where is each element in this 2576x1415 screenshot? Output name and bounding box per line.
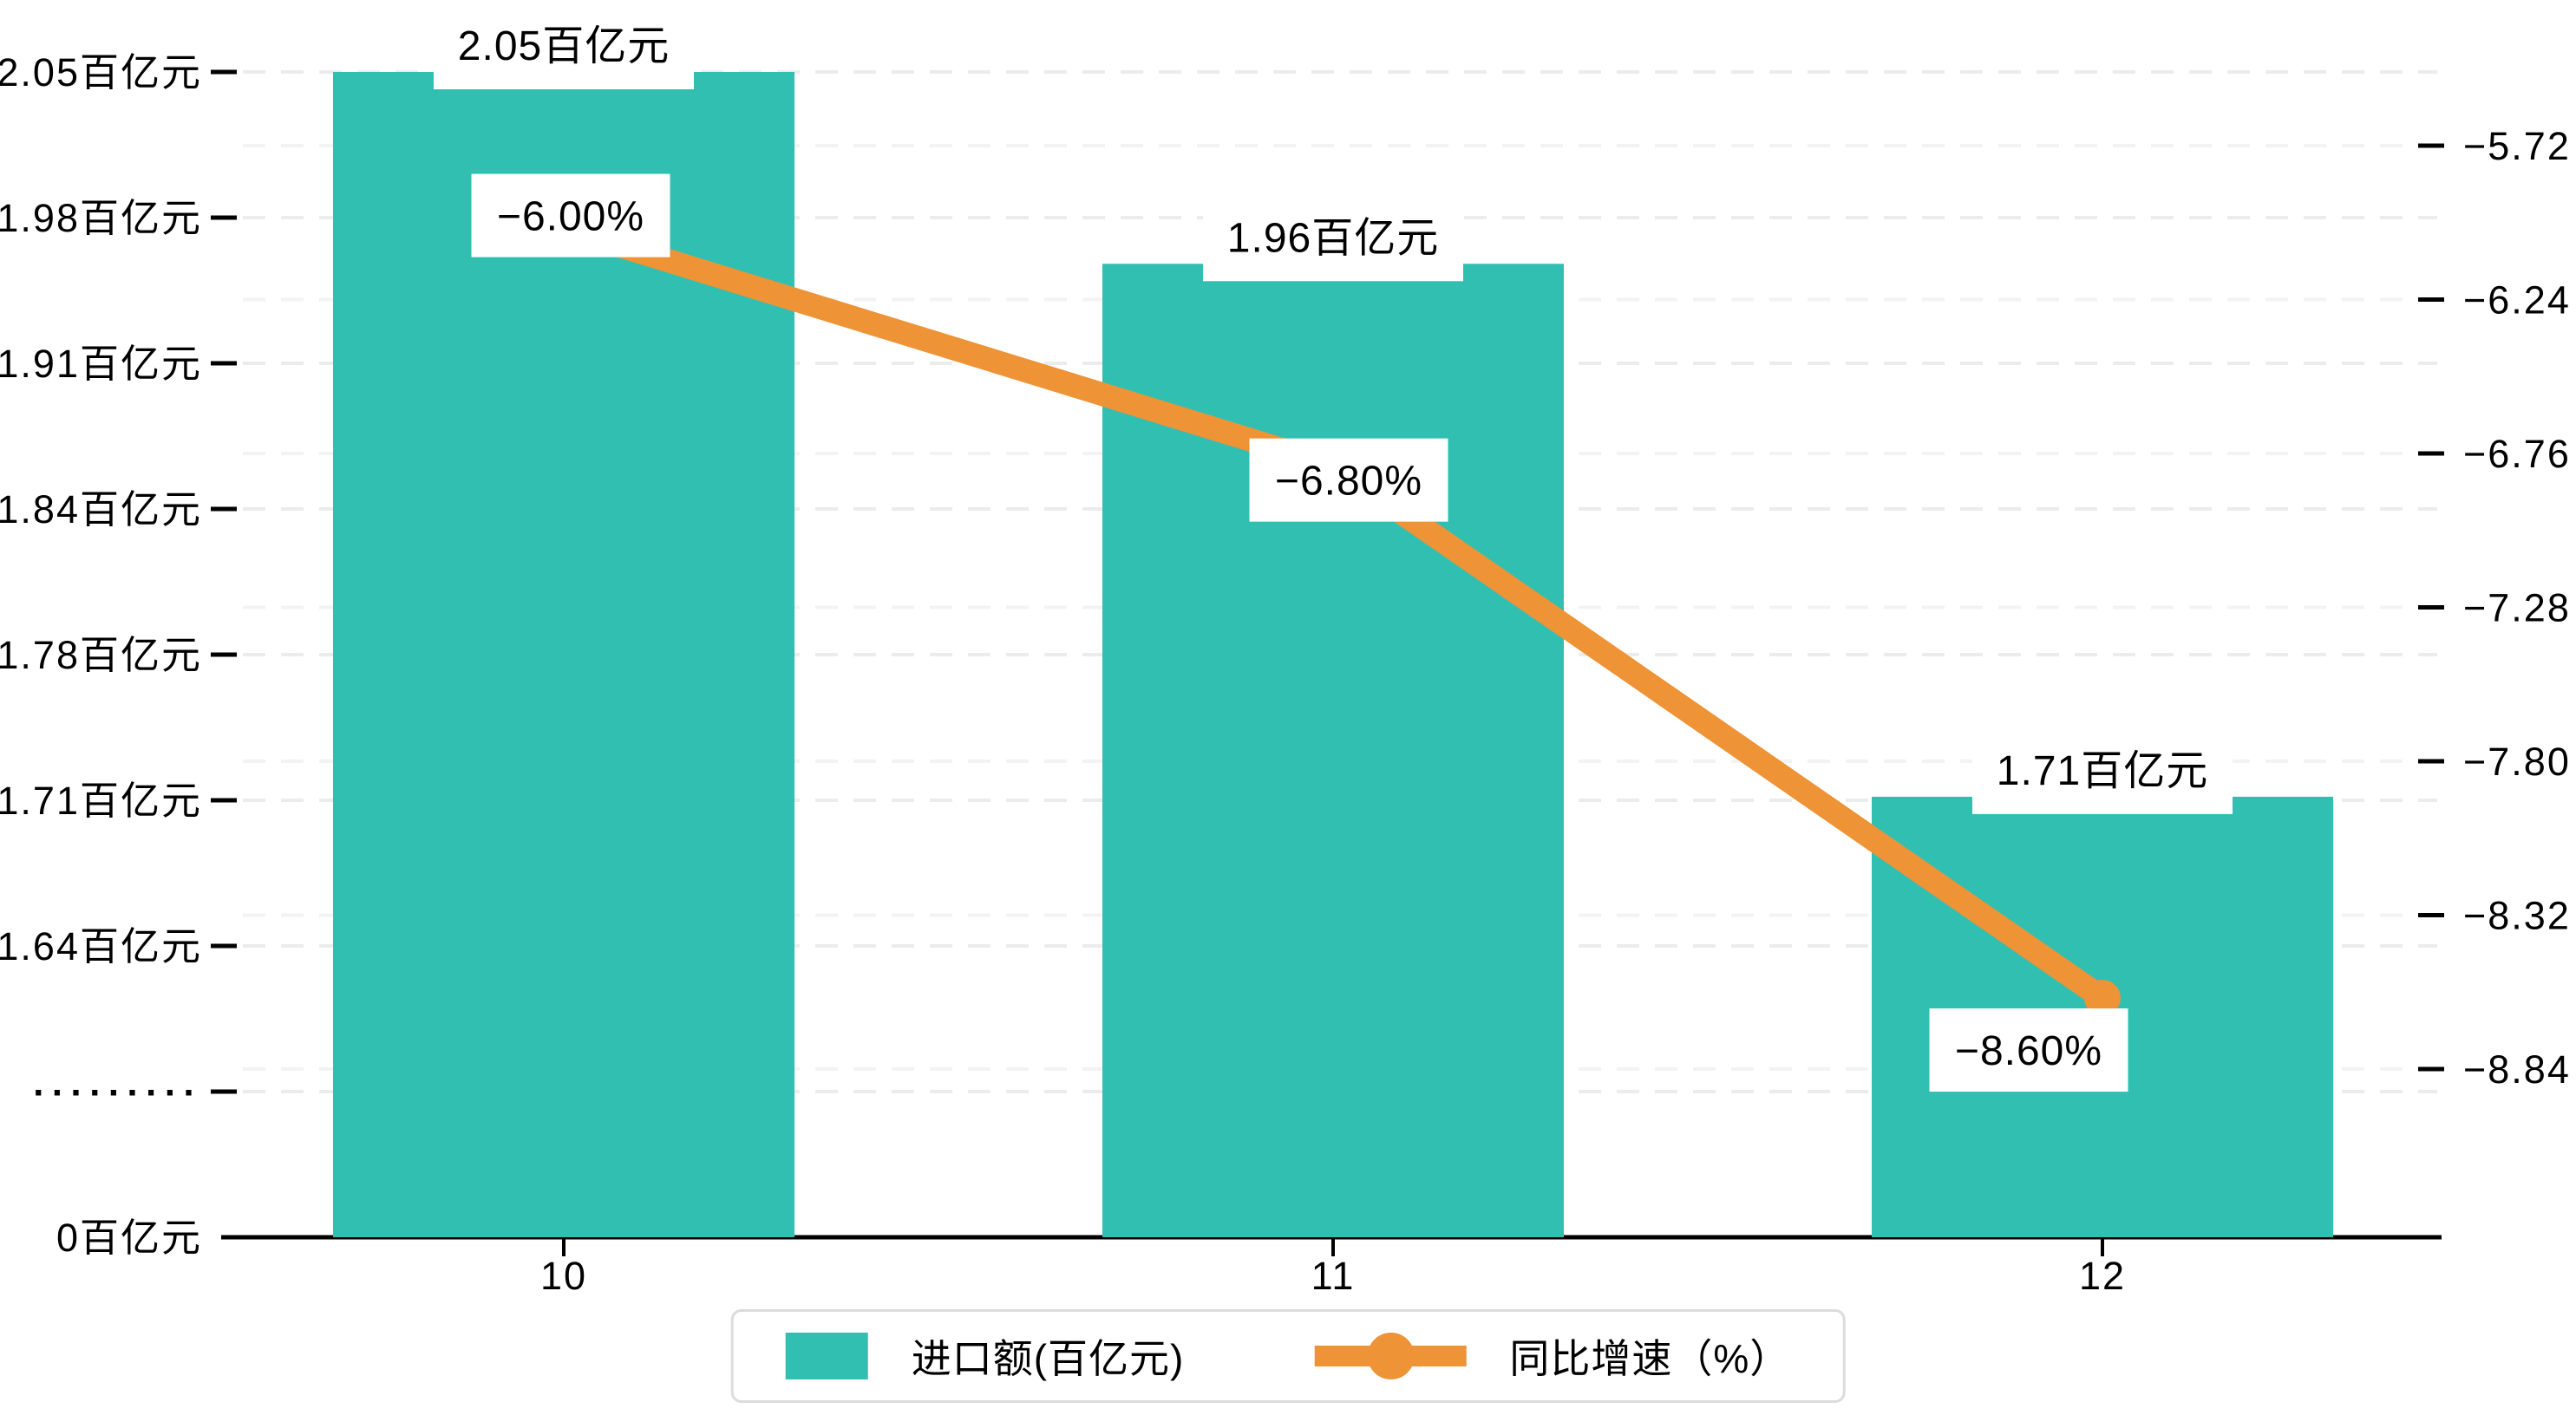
bar-series-swatch-icon xyxy=(785,1333,868,1379)
left-axis-tick-label: 1.98百亿元 xyxy=(0,196,202,240)
line-value-label: −6.00% xyxy=(497,194,644,240)
line-value-label: −8.60% xyxy=(1955,1028,2102,1074)
right-axis-tick-label: −8.32 xyxy=(2463,894,2571,938)
left-axis-tick-label: 1.84百亿元 xyxy=(0,487,202,531)
bar-value-label: 1.71百亿元 xyxy=(1997,748,2208,794)
left-axis-break-label: ········· xyxy=(33,1072,202,1114)
line-point-month-12[interactable] xyxy=(2084,980,2121,1017)
x-tick-label-12: 12 xyxy=(2079,1254,2126,1298)
line-label-box xyxy=(471,173,670,258)
left-axis-tick-label: 0百亿元 xyxy=(56,1216,202,1260)
bar-value-label: 1.96百亿元 xyxy=(1227,215,1439,261)
x-tick-label-10: 10 xyxy=(540,1254,587,1298)
legend-item-yoy-growth[interactable]: 同比增速（%） xyxy=(1314,1327,1790,1385)
legend-item-import-amount[interactable]: 进口额(百亿元) xyxy=(785,1327,1185,1385)
line-label-box xyxy=(1929,1008,2128,1092)
right-axis-tick-label: −5.72 xyxy=(2463,124,2571,168)
bar-label-box xyxy=(1203,196,1463,282)
left-axis-tick-label: 1.64百亿元 xyxy=(0,924,202,968)
right-axis-tick-label: −7.28 xyxy=(2463,586,2571,630)
right-axis-tick-label: −6.76 xyxy=(2463,432,2571,476)
data-labels: 2.05百亿元 1.96百亿元 1.71百亿元 −6.00% −6.80% −8.60% xyxy=(434,4,2233,1092)
line-value-label: −6.80% xyxy=(1275,459,1422,505)
legend-label-yoy-growth: 同比增速（%） xyxy=(1509,1336,1791,1381)
line-series-marker-icon xyxy=(1314,1332,1467,1380)
left-axis-tick-label: 1.78百亿元 xyxy=(0,633,202,677)
left-axis-tick-label: 2.05百亿元 xyxy=(0,50,202,95)
legend-label-import-amount: 进口额(百亿元) xyxy=(911,1336,1185,1381)
x-tick-label-11: 11 xyxy=(1311,1254,1356,1298)
legend: 进口额(百亿元) 同比增速（%） xyxy=(730,1309,1846,1403)
left-axis-tick-label: 1.91百亿元 xyxy=(0,342,202,386)
bar-label-box xyxy=(434,4,694,89)
line-label-box xyxy=(1249,438,1448,522)
bar-label-box xyxy=(1972,728,2233,814)
left-axis-tick-label: 1.71百亿元 xyxy=(0,779,202,823)
right-axis-tick-label: −6.24 xyxy=(2463,278,2571,323)
right-axis-tick-label: −7.80 xyxy=(2463,740,2571,784)
right-axis-tick-label: −8.84 xyxy=(2463,1047,2571,1092)
bar-value-label: 2.05百亿元 xyxy=(458,23,670,69)
